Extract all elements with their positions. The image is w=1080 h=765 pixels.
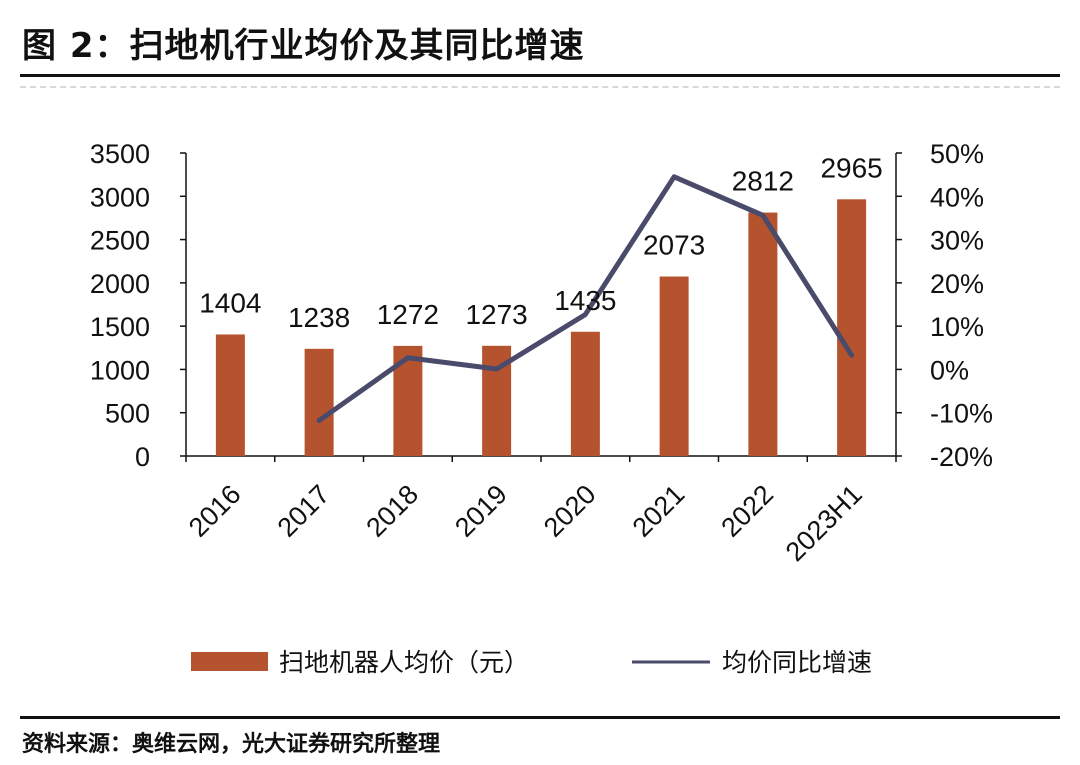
legend-bar-swatch xyxy=(191,652,268,671)
bar-data-label: 1404 xyxy=(199,287,261,318)
source-note: 资料来源：奥维云网，光大证券研究所整理 xyxy=(22,732,441,757)
data-labels: 1404 1238 1272 1273 1435 2073 2812 2965 xyxy=(199,152,883,333)
bar-series xyxy=(215,199,867,456)
bar-data-label: 2965 xyxy=(820,152,882,183)
source-rule xyxy=(20,716,1060,719)
x-tick-label: 2022 xyxy=(715,479,779,543)
left-tick-label: 3000 xyxy=(90,182,150,212)
x-tick-label: 2016 xyxy=(183,479,247,543)
x-tick-label: 2021 xyxy=(627,479,691,543)
bar xyxy=(659,276,689,456)
left-tick-label: 2500 xyxy=(90,226,150,256)
bar-data-label: 1272 xyxy=(377,299,439,330)
right-tick-label: 40% xyxy=(930,182,984,212)
right-tick-label: -10% xyxy=(930,399,993,429)
title-rule xyxy=(20,74,1060,77)
legend-line-label: 均价同比增速 xyxy=(722,648,872,677)
bar xyxy=(570,331,600,456)
right-tick-label: 50% xyxy=(930,139,984,169)
left-tick-label: 3500 xyxy=(90,139,150,169)
x-tick-label: 2019 xyxy=(449,479,513,543)
bar-data-label: 1273 xyxy=(465,299,527,330)
left-tick-label: 1000 xyxy=(90,355,150,385)
bar xyxy=(748,212,778,456)
chart-title: 图 2：扫地机行业均价及其同比增速 xyxy=(22,26,585,66)
x-tick-label: 2023H1 xyxy=(780,479,868,567)
bar-data-label: 2812 xyxy=(732,166,794,197)
x-tick-label: 2018 xyxy=(360,479,424,543)
line-series xyxy=(316,174,855,424)
legend: 扫地机器人均价（元） 均价同比增速 xyxy=(191,648,872,677)
left-tick-label: 0 xyxy=(135,442,150,472)
left-tick-label: 500 xyxy=(105,399,150,429)
title-dashed-rule xyxy=(20,86,1060,88)
right-tick-label: 20% xyxy=(930,269,984,299)
left-tick-label: 1500 xyxy=(90,312,150,342)
left-tick-label: 2000 xyxy=(90,269,150,299)
right-tick-label: 10% xyxy=(930,312,984,342)
right-tick-label: 0% xyxy=(930,355,969,385)
bar xyxy=(837,199,867,456)
right-tick-label: 30% xyxy=(930,226,984,256)
bar xyxy=(215,334,245,456)
legend-bar-label: 扫地机器人均价（元） xyxy=(279,648,529,677)
bar xyxy=(304,348,334,456)
right-tick-label: -20% xyxy=(930,442,993,472)
x-tick-label: 2020 xyxy=(538,479,602,543)
bar-data-label: 1238 xyxy=(288,302,350,333)
bar-data-label: 2073 xyxy=(643,230,705,261)
bar-data-label: 1435 xyxy=(554,285,616,316)
x-tick-label: 2017 xyxy=(272,479,336,543)
